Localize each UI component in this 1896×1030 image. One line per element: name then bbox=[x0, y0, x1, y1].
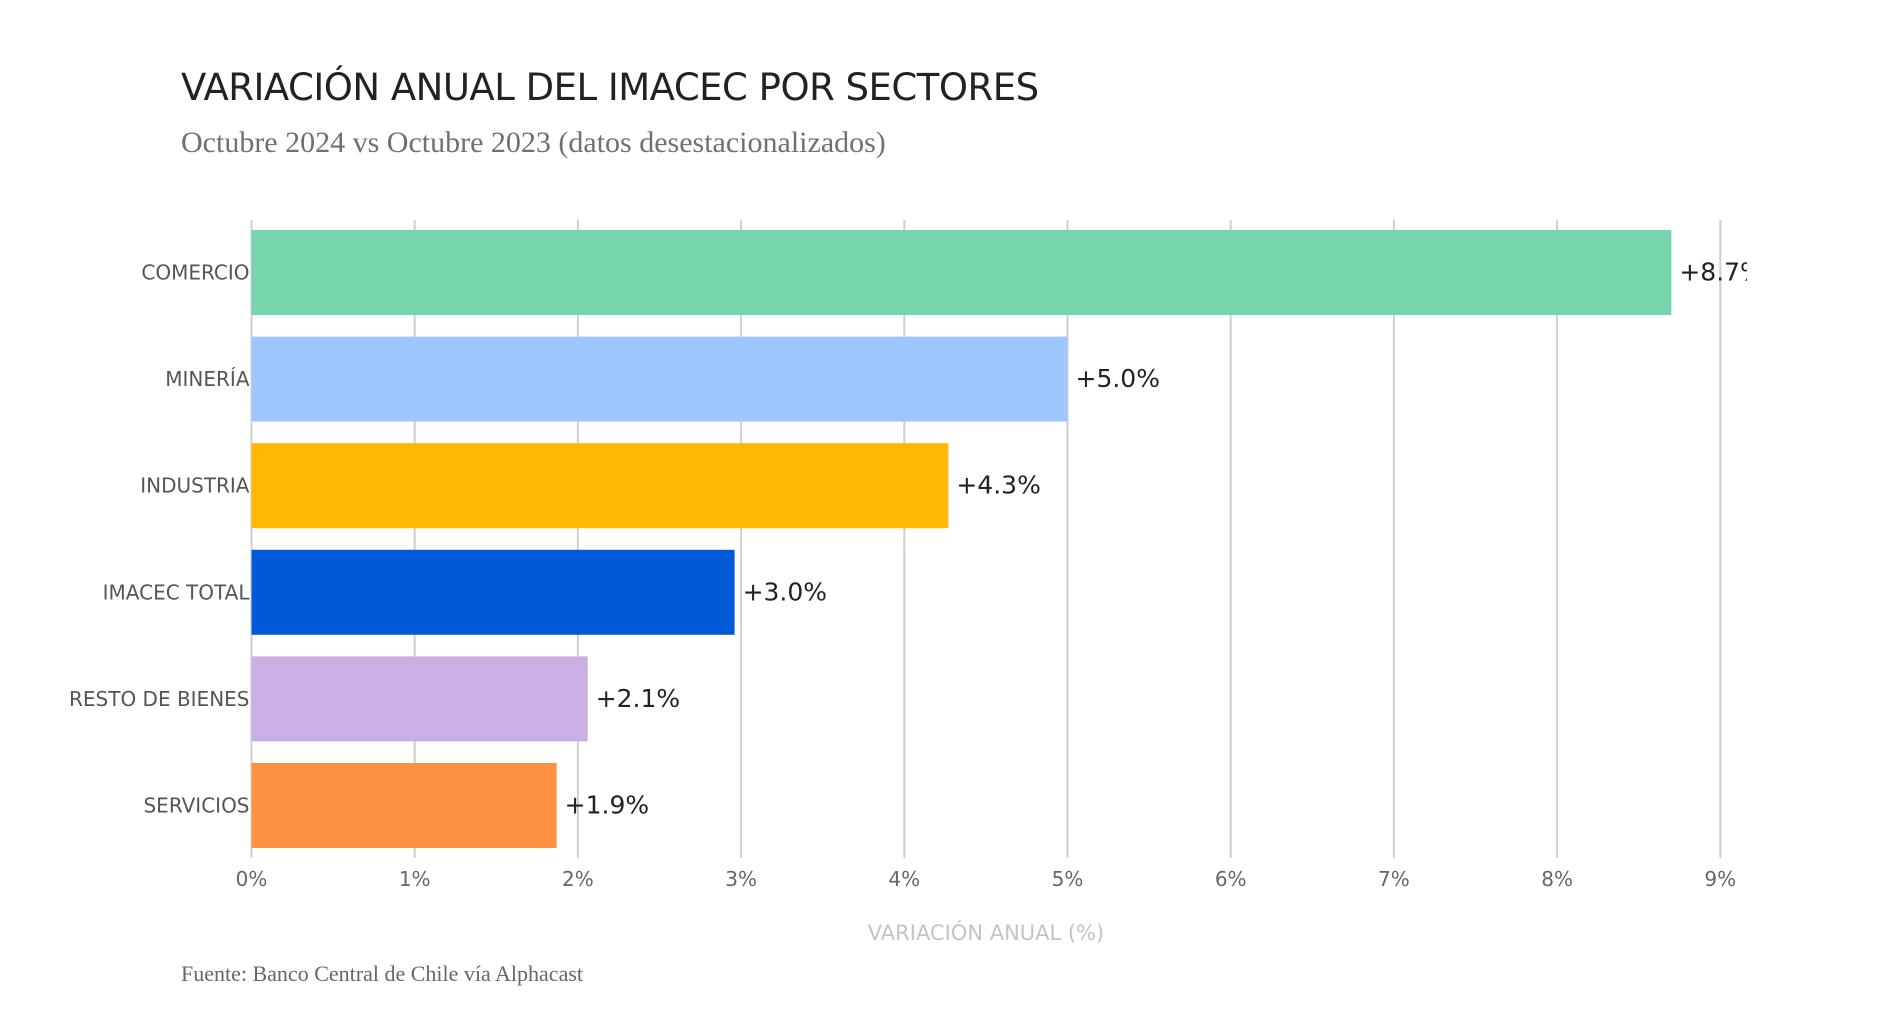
x-axis-title: VARIACIÓN ANUAL (%) bbox=[868, 920, 1104, 945]
chart-subtitle: Octubre 2024 vs Octubre 2023 (datos dese… bbox=[181, 126, 886, 159]
x-tick-label: 9% bbox=[1704, 867, 1736, 891]
x-tick-label: 3% bbox=[725, 867, 757, 891]
x-tick-label: 6% bbox=[1215, 867, 1247, 891]
chart-title: VARIACIÓN ANUAL DEL IMACEC POR SECTORES bbox=[181, 66, 1039, 109]
x-tick-label: 7% bbox=[1378, 867, 1410, 891]
x-tick-label: 8% bbox=[1541, 867, 1573, 891]
x-tick-label: 1% bbox=[399, 867, 431, 891]
category-label: COMERCIO bbox=[141, 261, 249, 285]
category-label: IMACEC TOTAL bbox=[103, 580, 251, 604]
category-label: INDUSTRIA bbox=[140, 474, 250, 498]
value-label: +2.1% bbox=[596, 684, 680, 713]
category-label: SERVICIOS bbox=[143, 794, 249, 818]
x-tick-label: 0% bbox=[236, 867, 268, 891]
value-label: +8.7% bbox=[1679, 258, 1763, 287]
bar bbox=[251, 763, 557, 848]
x-tick-label: 2% bbox=[562, 867, 594, 891]
bar bbox=[251, 549, 735, 635]
bar bbox=[251, 443, 949, 529]
x-tick-label: 4% bbox=[888, 867, 920, 891]
value-label: +4.3% bbox=[956, 471, 1040, 500]
source-note: Fuente: Banco Central de Chile vía Alpha… bbox=[181, 961, 584, 986]
value-label: +5.0% bbox=[1076, 364, 1160, 393]
value-label: +1.9% bbox=[565, 791, 649, 820]
bar bbox=[251, 230, 1672, 315]
value-label: +3.0% bbox=[743, 577, 827, 606]
bar bbox=[251, 656, 588, 742]
bar bbox=[251, 336, 1068, 422]
category-label: RESTO DE BIENES bbox=[69, 687, 250, 711]
x-tick-label: 5% bbox=[1052, 867, 1084, 891]
category-label: MINERÍA bbox=[165, 367, 250, 391]
